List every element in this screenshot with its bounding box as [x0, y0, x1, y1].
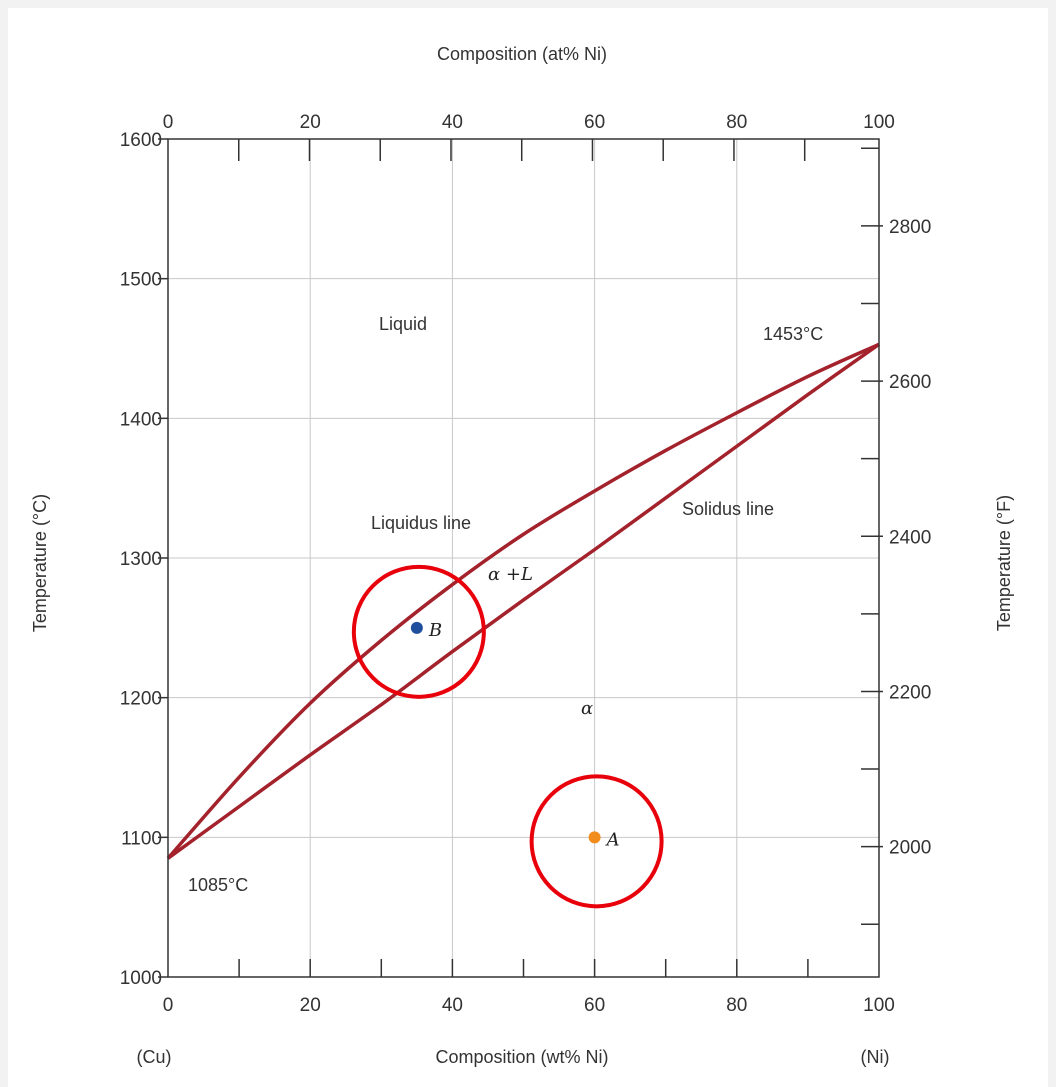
tick-layer: 0 20 40 60 80 1000 20 40 60 80 1001000110012001300… — [120, 112, 932, 1016]
point-a-highlight-circle — [529, 774, 664, 909]
grid-layer — [167, 138, 880, 978]
solidus-line-label: Solidus line — [682, 499, 774, 519]
y-right-tick-label: 2000 — [889, 838, 931, 859]
y-left-tick-label: 1500 — [120, 270, 162, 291]
two-phase-region-label: α +L — [488, 564, 533, 585]
x-bottom-tick-label: 0 — [163, 995, 174, 1016]
x-bottom-tick-label: 60 — [584, 995, 605, 1016]
y-right-tick-label: 2400 — [889, 527, 931, 548]
y-right-axis-title: Temperature (°F) — [994, 495, 1014, 631]
x-bottom-tick-label: 80 — [726, 995, 747, 1016]
x-top-tick-label: 60 — [584, 112, 605, 133]
y-left-tick-label: 1300 — [120, 549, 162, 570]
phase-diagram-chart: 0 20 40 60 80 1000 20 40 60 80 1001000110012001300… — [30, 44, 1014, 1067]
liquidus-line-curve — [166, 342, 880, 860]
x-bottom-tick-label: 100 — [863, 995, 895, 1016]
x-bottom-axis-title: Composition (wt% Ni) — [435, 1047, 608, 1067]
chart-panel: 0 20 40 60 80 100 0 20 40 60 80 100 1000 1100 1200 1300… — [8, 8, 1048, 1087]
x-top-tick-label: 80 — [726, 112, 747, 133]
alpha-region-label: α — [581, 698, 593, 719]
y-left-tick-label: 1400 — [120, 409, 162, 430]
x-top-axis-title: Composition (at% Ni) — [437, 44, 607, 64]
curve-layer — [166, 342, 881, 860]
x-top-tick-label: 0 — [163, 112, 174, 133]
y-right-tick-label: 2600 — [889, 372, 931, 393]
x-left-end-label: (Cu) — [137, 1047, 172, 1067]
point-b-highlight-circle — [351, 564, 486, 699]
point-b-marker — [410, 621, 423, 634]
point-b-label: B — [428, 620, 442, 641]
x-right-end-label: (Ni) — [861, 1047, 890, 1067]
x-top-tick-label: 40 — [442, 112, 463, 133]
solidus-line-curve — [166, 342, 881, 860]
y-left-tick-label: 1600 — [120, 130, 162, 151]
point-layer: AB — [351, 564, 664, 909]
y-left-tick-label: 1200 — [120, 689, 162, 710]
liquid-region-label: Liquid — [379, 314, 427, 334]
x-top-tick-label: 20 — [300, 112, 321, 133]
y-left-tick-label: 1000 — [120, 968, 162, 989]
liquidus-line-label: Liquidus line — [371, 513, 471, 533]
x-top-tick-label: 100 — [863, 112, 895, 133]
point-a-label: A — [605, 829, 620, 850]
y-left-tick-label: 1100 — [121, 828, 162, 849]
y-right-tick-label: 2200 — [889, 682, 931, 703]
y-right-tick-label: 2800 — [889, 217, 931, 238]
ni-melting-point-label: 1453°C — [763, 324, 823, 344]
y-left-axis-title: Temperature (°C) — [30, 494, 50, 632]
point-a-marker — [588, 831, 601, 844]
cu-melting-point-label: 1085°C — [188, 875, 248, 895]
x-bottom-tick-label: 40 — [442, 995, 463, 1016]
x-bottom-tick-label: 20 — [300, 995, 321, 1016]
